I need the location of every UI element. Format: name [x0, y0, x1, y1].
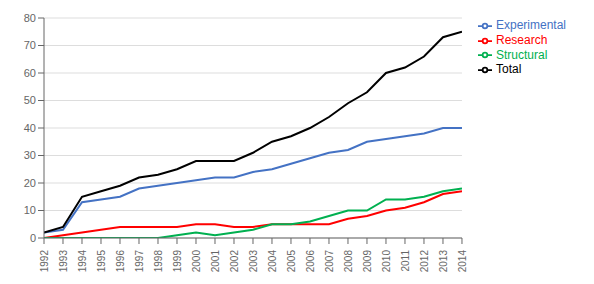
- svg-text:2008: 2008: [343, 250, 354, 273]
- svg-text:2012: 2012: [419, 250, 430, 273]
- svg-text:2000: 2000: [191, 250, 202, 273]
- svg-text:60: 60: [24, 67, 36, 79]
- svg-text:2011: 2011: [400, 250, 411, 272]
- svg-text:2002: 2002: [229, 250, 240, 273]
- svg-text:1998: 1998: [153, 250, 164, 273]
- svg-text:20: 20: [24, 177, 36, 189]
- svg-text:70: 70: [24, 39, 36, 51]
- html-text:Structural: Structural: [496, 47, 548, 62]
- svg-text:2007: 2007: [324, 250, 335, 273]
- svg-text:1999: 1999: [172, 250, 183, 273]
- svg-text:10: 10: [24, 204, 36, 216]
- svg-text:1995: 1995: [96, 250, 107, 273]
- svg-text:50: 50: [24, 94, 36, 106]
- svg-text:2005: 2005: [286, 250, 297, 273]
- svg-text:2003: 2003: [248, 250, 259, 273]
- svg-text:1993: 1993: [58, 250, 69, 273]
- svg-text:1992: 1992: [39, 250, 50, 273]
- svg-text:1996: 1996: [115, 250, 126, 273]
- svg-text:2013: 2013: [438, 250, 449, 273]
- html-text:Experimental: Experimental: [496, 18, 566, 32]
- svg-text:40: 40: [24, 122, 36, 134]
- svg-text:30: 30: [24, 149, 36, 161]
- svg-text:2010: 2010: [381, 250, 392, 273]
- svg-text:1994: 1994: [77, 250, 88, 273]
- svg-text:2006: 2006: [305, 250, 316, 273]
- html-text:Total: Total: [496, 62, 522, 77]
- svg-text:80: 80: [24, 12, 36, 24]
- svg-text:2009: 2009: [362, 250, 373, 273]
- svg-text:2014: 2014: [457, 250, 468, 273]
- svg-text:0: 0: [30, 232, 36, 244]
- svg-text:2001: 2001: [210, 250, 221, 273]
- svg-text:1997: 1997: [134, 250, 145, 273]
- html-text:Research: Research: [496, 32, 548, 47]
- svg-text:2004: 2004: [267, 250, 278, 273]
